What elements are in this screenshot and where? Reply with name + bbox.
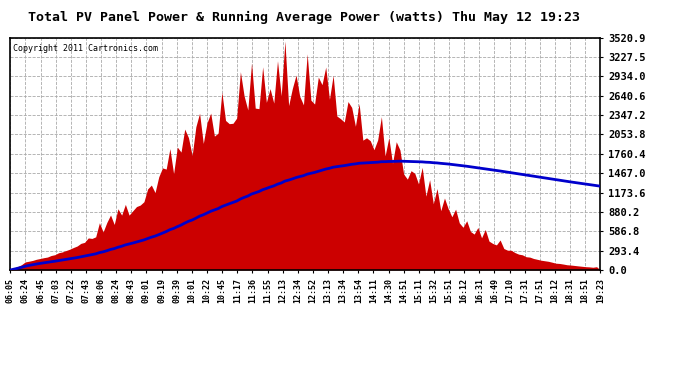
Text: Total PV Panel Power & Running Average Power (watts) Thu May 12 19:23: Total PV Panel Power & Running Average P… <box>28 11 580 24</box>
Text: Copyright 2011 Cartronics.com: Copyright 2011 Cartronics.com <box>13 45 158 54</box>
